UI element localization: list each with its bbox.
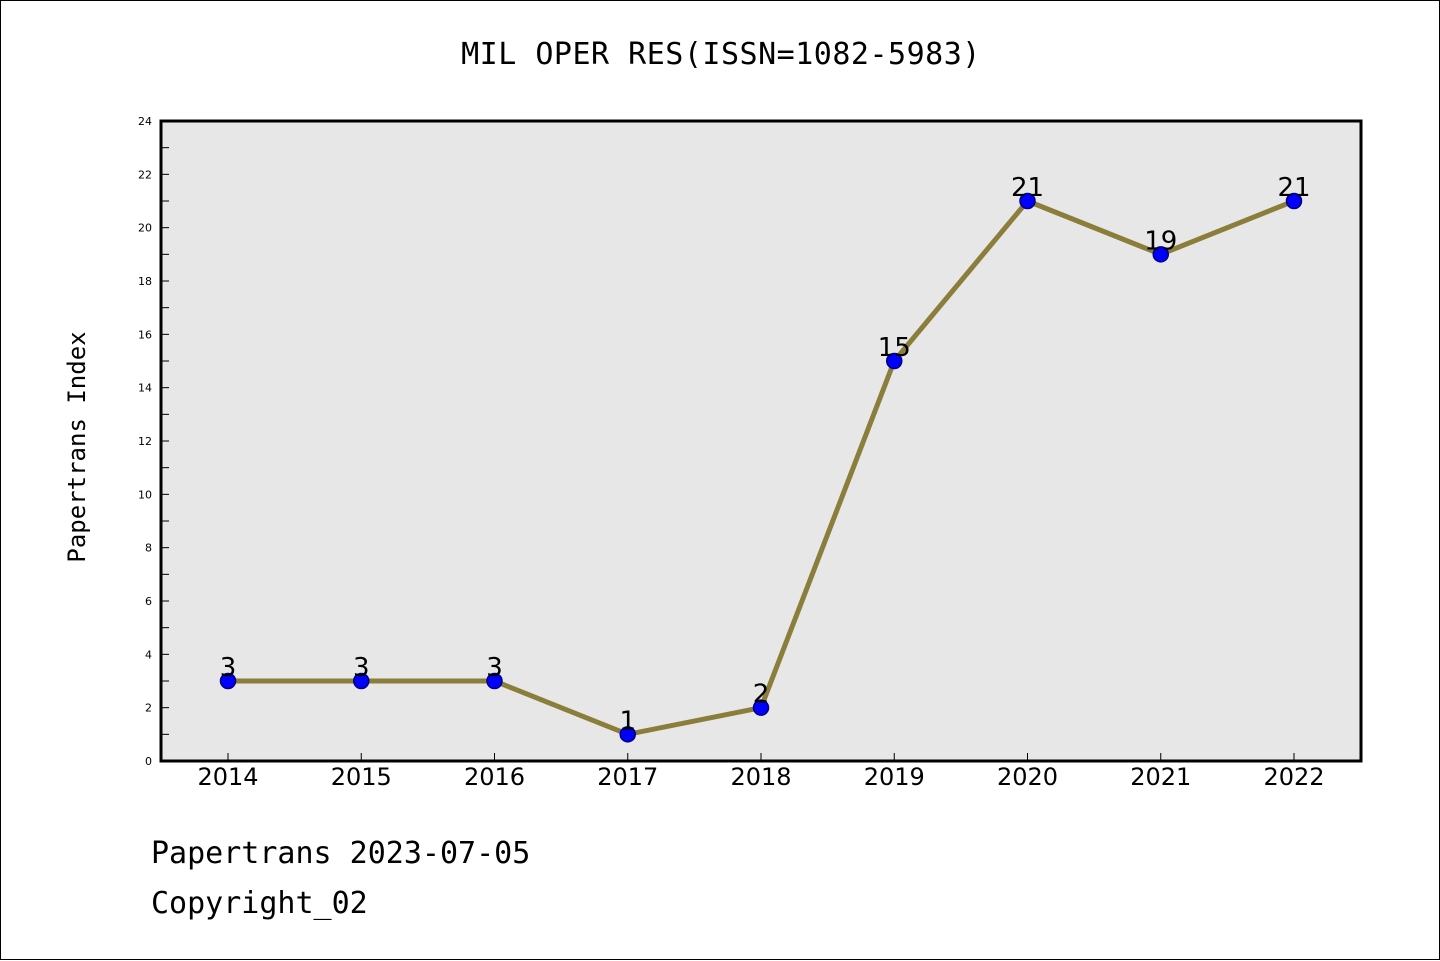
x-tick-label: 2021 <box>1130 763 1191 791</box>
plot-frame <box>159 119 1363 763</box>
x-tick-label: 2016 <box>464 763 525 791</box>
x-tick-label: 2017 <box>597 763 658 791</box>
x-tick-label: 2022 <box>1263 763 1324 791</box>
y-tick-label: 16 <box>138 328 152 341</box>
plot-area <box>161 121 1361 761</box>
series-markers <box>219 192 1303 743</box>
data-point <box>886 352 903 370</box>
y-tick-label: 2 <box>145 702 152 715</box>
y-tick-label: 20 <box>138 222 152 235</box>
data-label: 21 <box>1277 173 1310 203</box>
data-label: 3 <box>486 653 503 683</box>
data-point <box>1019 192 1036 210</box>
data-point <box>1152 246 1169 263</box>
y-tick-label: 14 <box>138 382 152 395</box>
data-label: 15 <box>878 333 911 363</box>
x-axis: 2014 2015 2016 2017 2018 2019 2020 2021 2022 <box>197 753 1325 791</box>
data-point <box>752 699 770 716</box>
y-tick-label: 8 <box>145 542 152 555</box>
data-label: 21 <box>1011 173 1044 203</box>
data-label: 3 <box>353 653 370 683</box>
data-point <box>219 672 237 690</box>
data-point <box>486 672 503 690</box>
y-tick-label: 24 <box>138 115 152 128</box>
x-tick-label: 2020 <box>997 763 1058 791</box>
data-point <box>353 672 370 690</box>
data-label: 2 <box>753 680 770 710</box>
data-point <box>619 726 636 743</box>
data-label: 1 <box>619 706 636 736</box>
chart-title: MIL OPER RES(ISSN=1082-5983) <box>461 37 981 72</box>
x-tick-label: 2019 <box>864 763 925 791</box>
data-point <box>1285 192 1303 210</box>
y-tick-label: 10 <box>138 488 152 501</box>
data-label: 19 <box>1144 226 1177 256</box>
footer-copyright: Copyright_02 <box>151 886 368 921</box>
y-tick-label: 4 <box>145 648 152 661</box>
y-tick-label: 18 <box>138 275 152 288</box>
x-tick-label: 2015 <box>331 763 392 791</box>
data-labels: 3 3 3 1 2 15 21 19 21 <box>220 173 1311 736</box>
y-tick-label: 6 <box>145 595 152 608</box>
x-tick-label: 2018 <box>730 763 791 791</box>
data-label: 3 <box>220 653 237 683</box>
y-tick-label: 22 <box>138 168 152 181</box>
footer-date: Papertrans 2023-07-05 <box>151 836 531 871</box>
y-tick-label: 0 <box>145 755 152 768</box>
y-tick-label: 12 <box>138 435 152 448</box>
x-tick-label: 2014 <box>197 763 258 791</box>
